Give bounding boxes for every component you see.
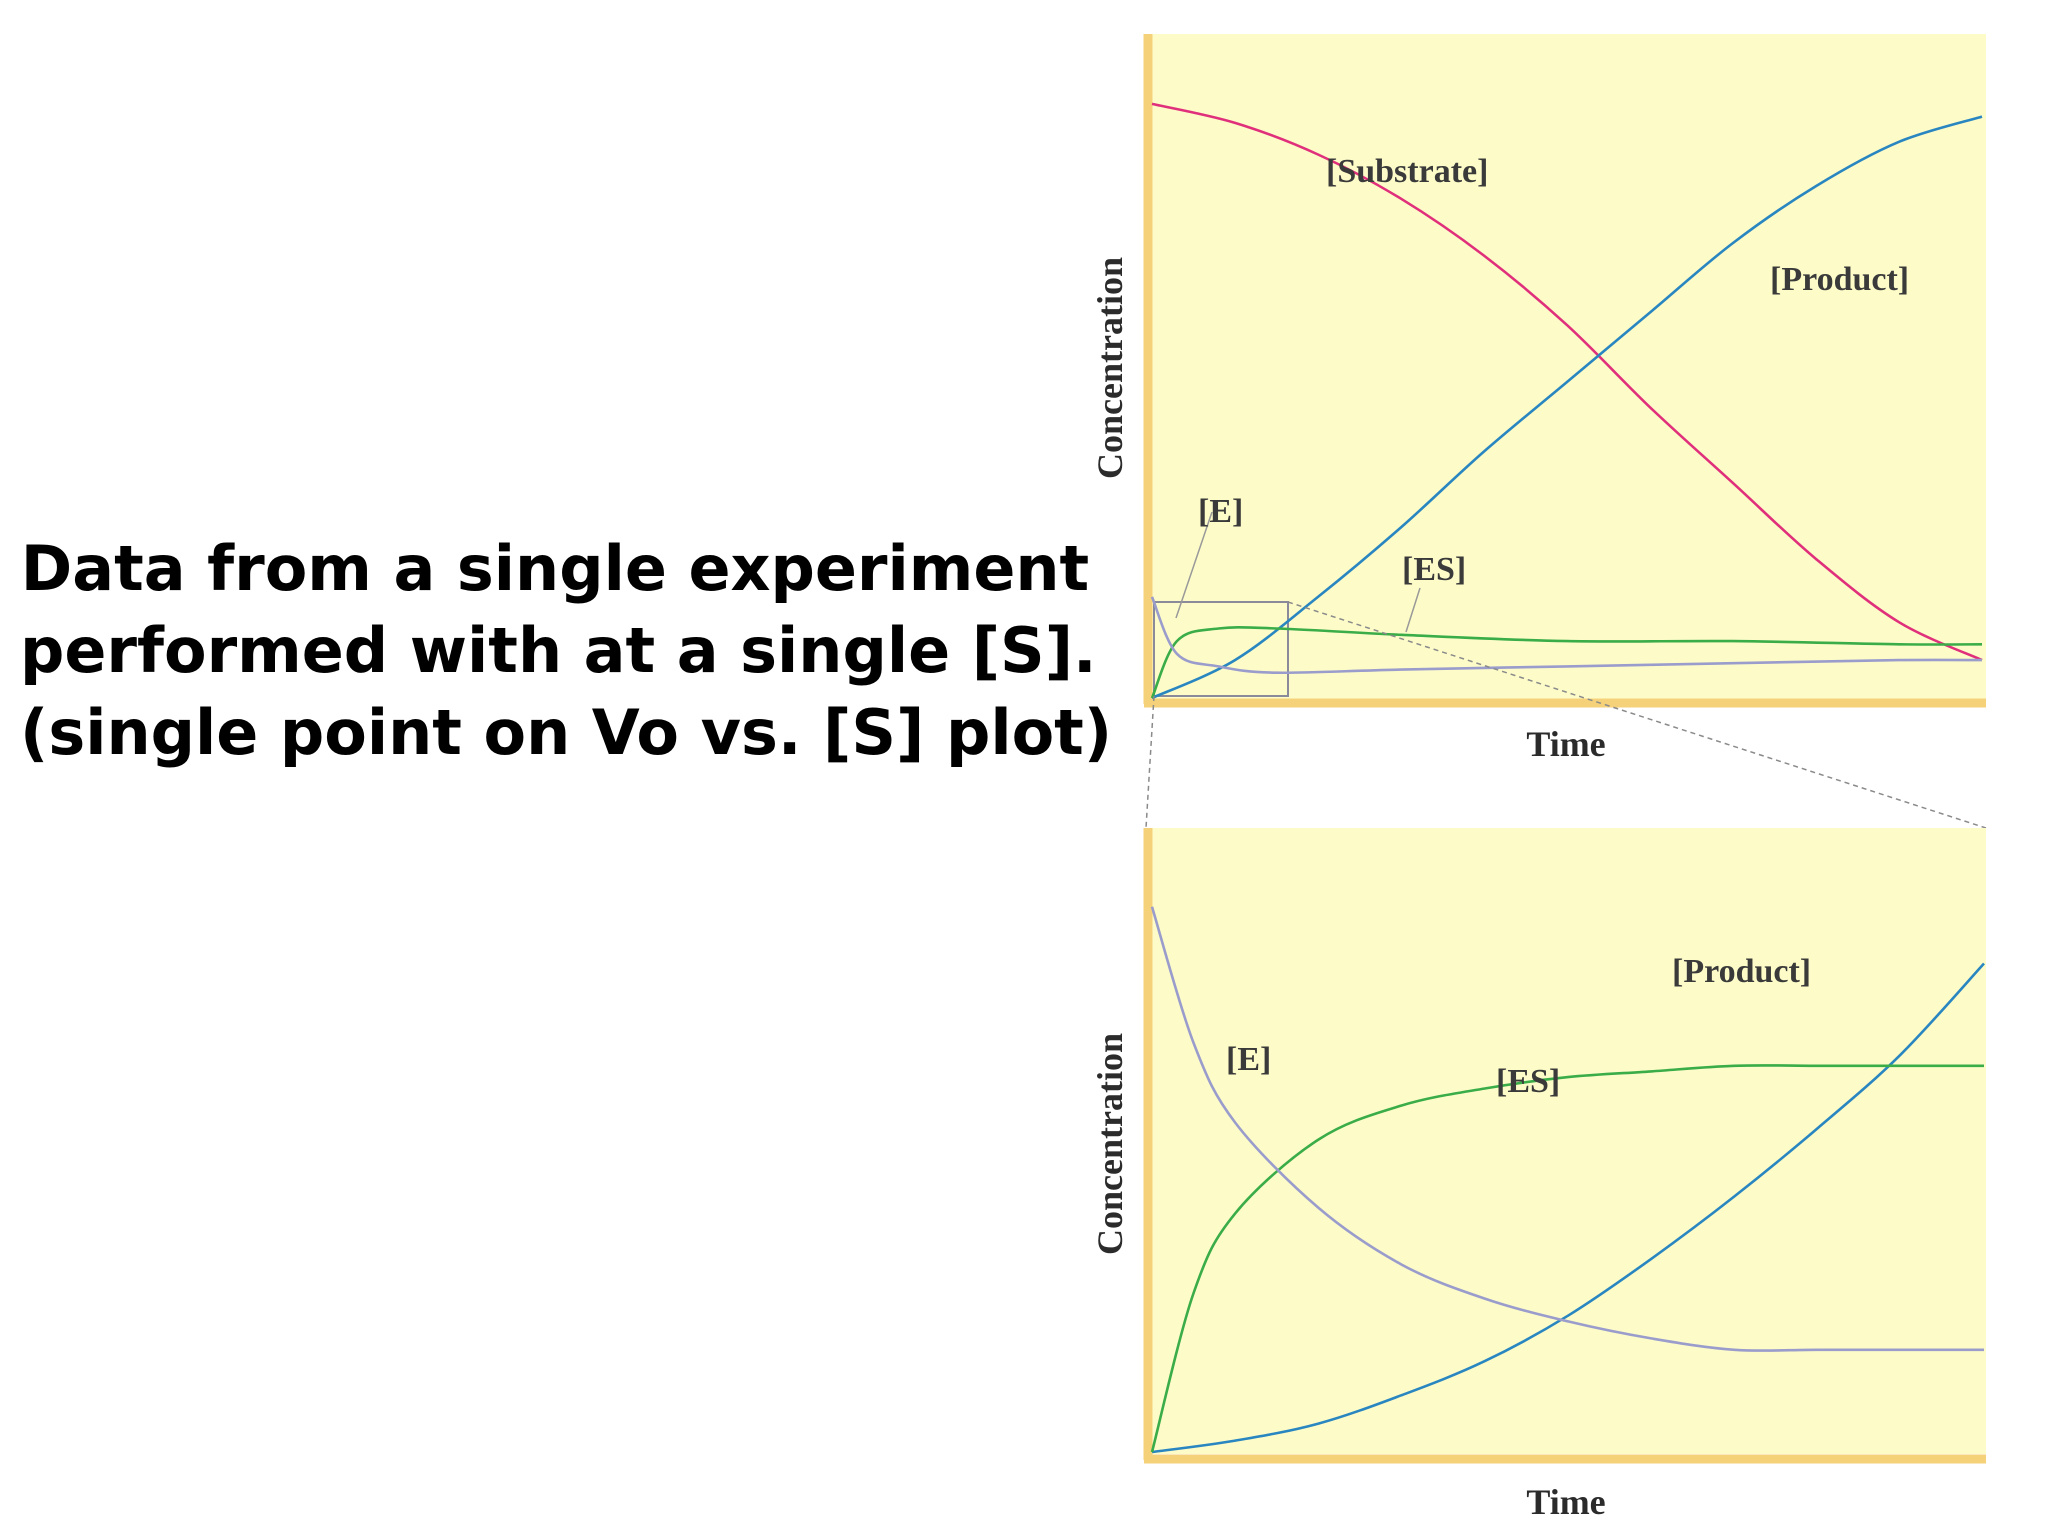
- top-series-es-line: [1150, 625, 1983, 699]
- top-chart-y-axis-label: Concentration: [1090, 257, 1130, 479]
- leader-line-es: [1405, 587, 1421, 633]
- zoom-box: [1153, 601, 1289, 697]
- bottom-series-es-line: [1150, 1064, 1984, 1453]
- bottom-label-e: [E]: [1226, 1041, 1271, 1078]
- bottom-chart-y-axis-label: Concentration: [1090, 1033, 1130, 1255]
- top-chart-background: [1148, 34, 1986, 702]
- label-product: [Product]: [1770, 261, 1909, 298]
- top-series-substrate-line: [1151, 102, 1983, 662]
- caption-line-1: Data from a single experiment: [20, 532, 1090, 605]
- top-series-e-line: [1150, 596, 1983, 675]
- caption-line-2: performed with at a single [S].: [20, 614, 1097, 687]
- leader-line-e: [1175, 511, 1213, 619]
- top-series-product-line: [1151, 115, 1983, 700]
- label-e: [E]: [1198, 493, 1243, 530]
- bottom-label-product: [Product]: [1672, 953, 1811, 990]
- bottom-chart-series-group: [1150, 906, 1985, 1454]
- bottom-chart: [Product] [ES] [E] Concentration Time: [1090, 828, 1986, 1522]
- top-chart-x-axis-label: Time: [1526, 724, 1605, 764]
- top-chart-series-group: [1150, 102, 1983, 700]
- bottom-label-es: [ES]: [1496, 1063, 1560, 1100]
- top-chart: [Substrate] [Product] [ES] [E] Concentra…: [1090, 34, 1986, 764]
- zoom-connector-left: [1145, 695, 1155, 829]
- bottom-series-e-line: [1150, 906, 1984, 1352]
- caption-line-3: (single point on Vo vs. [S] plot): [20, 696, 1113, 769]
- bottom-chart-background: [1148, 828, 1986, 1454]
- label-es: [ES]: [1402, 551, 1466, 588]
- label-substrate: [Substrate]: [1326, 153, 1488, 190]
- caption-text: Data from a single experiment performed …: [20, 528, 1113, 774]
- bottom-chart-x-axis-label: Time: [1526, 1482, 1605, 1522]
- bottom-series-product-line: [1151, 962, 1985, 1454]
